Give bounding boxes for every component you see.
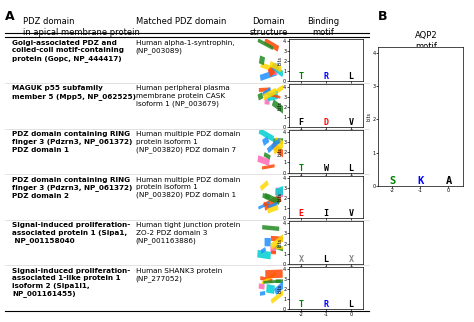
Text: Human multiple PDZ domain
protein isoform 1
(NP_003820) PDZ domain 1: Human multiple PDZ domain protein isofor…: [136, 176, 240, 198]
FancyBboxPatch shape: [259, 128, 274, 142]
FancyBboxPatch shape: [263, 202, 270, 208]
FancyBboxPatch shape: [275, 137, 288, 147]
FancyBboxPatch shape: [267, 91, 278, 101]
FancyBboxPatch shape: [271, 236, 285, 242]
FancyBboxPatch shape: [260, 291, 265, 296]
FancyBboxPatch shape: [275, 187, 286, 198]
FancyBboxPatch shape: [275, 183, 293, 197]
FancyBboxPatch shape: [272, 142, 287, 159]
Text: T: T: [299, 300, 304, 309]
Text: Human peripheral plasma
membrane protein CASK
isoform 1 (NP_003679): Human peripheral plasma membrane protein…: [136, 85, 229, 107]
FancyBboxPatch shape: [266, 284, 275, 294]
FancyBboxPatch shape: [271, 251, 276, 254]
FancyBboxPatch shape: [259, 56, 265, 65]
FancyBboxPatch shape: [258, 202, 270, 210]
Text: L: L: [324, 255, 328, 264]
Y-axis label: bits: bits: [277, 101, 283, 110]
FancyBboxPatch shape: [263, 87, 271, 96]
FancyBboxPatch shape: [272, 246, 290, 250]
Text: Human tight junction protein
ZO-2 PDZ domain 3
(NP_001163886): Human tight junction protein ZO-2 PDZ do…: [136, 222, 240, 244]
FancyBboxPatch shape: [264, 194, 282, 211]
FancyBboxPatch shape: [267, 204, 278, 213]
Text: L: L: [348, 300, 354, 309]
FancyBboxPatch shape: [271, 94, 281, 99]
FancyBboxPatch shape: [257, 92, 263, 100]
Text: K: K: [417, 176, 423, 186]
Text: Binding
motif: Binding motif: [307, 17, 339, 37]
FancyBboxPatch shape: [272, 64, 284, 77]
Text: Golgi-associated PDZ and
coiled-coil motif-containing
protein (Gopc, NP_444417): Golgi-associated PDZ and coiled-coil mot…: [12, 40, 124, 62]
FancyBboxPatch shape: [271, 246, 276, 252]
FancyBboxPatch shape: [260, 62, 273, 71]
FancyBboxPatch shape: [273, 138, 291, 144]
FancyBboxPatch shape: [275, 245, 291, 254]
Text: V: V: [348, 209, 354, 218]
Text: PDZ domain
in apical membrane protein: PDZ domain in apical membrane protein: [23, 17, 140, 37]
Text: R: R: [324, 72, 328, 81]
Y-axis label: bits: bits: [277, 193, 283, 202]
Text: I: I: [324, 209, 328, 218]
Text: L: L: [348, 72, 354, 81]
Text: Domain
structure: Domain structure: [249, 17, 288, 37]
Text: A: A: [446, 176, 452, 186]
FancyBboxPatch shape: [272, 99, 289, 117]
Text: S: S: [389, 176, 395, 186]
FancyBboxPatch shape: [263, 280, 281, 284]
Text: L: L: [348, 164, 354, 173]
FancyBboxPatch shape: [264, 38, 279, 52]
FancyBboxPatch shape: [264, 152, 271, 160]
FancyBboxPatch shape: [261, 247, 266, 253]
FancyBboxPatch shape: [262, 164, 274, 170]
FancyBboxPatch shape: [270, 61, 282, 72]
FancyBboxPatch shape: [259, 283, 264, 289]
FancyBboxPatch shape: [270, 232, 287, 250]
FancyBboxPatch shape: [263, 193, 270, 200]
FancyBboxPatch shape: [268, 66, 275, 77]
Text: MAGUK p55 subfamily
member 5 (Mpp5, NP_062525): MAGUK p55 subfamily member 5 (Mpp5, NP_0…: [12, 85, 136, 100]
FancyBboxPatch shape: [264, 238, 271, 246]
Text: AQP2
motif: AQP2 motif: [415, 31, 438, 51]
Y-axis label: bits: bits: [277, 284, 283, 293]
Text: T: T: [299, 72, 304, 81]
FancyBboxPatch shape: [262, 271, 276, 285]
FancyBboxPatch shape: [269, 70, 277, 75]
FancyBboxPatch shape: [263, 91, 268, 96]
Text: R: R: [324, 300, 328, 309]
FancyBboxPatch shape: [257, 38, 273, 50]
FancyBboxPatch shape: [273, 63, 279, 71]
Y-axis label: bits: bits: [277, 56, 283, 65]
FancyBboxPatch shape: [271, 288, 287, 304]
FancyBboxPatch shape: [274, 279, 287, 295]
Text: E: E: [299, 209, 304, 218]
FancyBboxPatch shape: [257, 155, 270, 166]
FancyBboxPatch shape: [264, 97, 270, 105]
FancyBboxPatch shape: [267, 138, 281, 153]
Text: Human SHANK3 protein
(NP_277052): Human SHANK3 protein (NP_277052): [136, 268, 222, 282]
Y-axis label: bits: bits: [277, 238, 283, 247]
Y-axis label: bits: bits: [277, 147, 283, 156]
FancyBboxPatch shape: [264, 193, 280, 205]
FancyBboxPatch shape: [268, 202, 277, 208]
FancyBboxPatch shape: [260, 180, 269, 191]
FancyBboxPatch shape: [275, 279, 290, 283]
Text: PDZ domain containing RING
finger 3 (Pdzrn3, NP_061372)
PDZ domain 2: PDZ domain containing RING finger 3 (Pdz…: [12, 176, 132, 199]
Y-axis label: bits: bits: [367, 112, 372, 121]
Text: X: X: [348, 255, 354, 264]
Text: F: F: [299, 118, 304, 127]
Text: T: T: [299, 164, 304, 173]
Text: Matched PDZ domain: Matched PDZ domain: [136, 17, 226, 26]
FancyBboxPatch shape: [274, 84, 286, 95]
Text: D: D: [324, 118, 328, 127]
FancyBboxPatch shape: [263, 88, 277, 100]
FancyBboxPatch shape: [260, 70, 277, 81]
FancyBboxPatch shape: [273, 141, 284, 155]
FancyBboxPatch shape: [259, 88, 270, 92]
FancyBboxPatch shape: [262, 136, 269, 146]
FancyBboxPatch shape: [262, 225, 279, 231]
Text: B: B: [378, 10, 388, 23]
Text: Signal-induced proliferation-
associated 1-like protein 1
isoform 2 (Sipa1l1,
NP: Signal-induced proliferation- associated…: [12, 268, 130, 297]
Text: Signal-induced proliferation-
associated protein 1 (Sipa1,
 NP_001158040: Signal-induced proliferation- associated…: [12, 222, 130, 244]
Text: X: X: [299, 255, 304, 264]
Text: Human multiple PDZ domain
protein isoform 1
(NP_003820) PDZ domain 7: Human multiple PDZ domain protein isofor…: [136, 131, 240, 153]
Text: A: A: [5, 10, 14, 23]
